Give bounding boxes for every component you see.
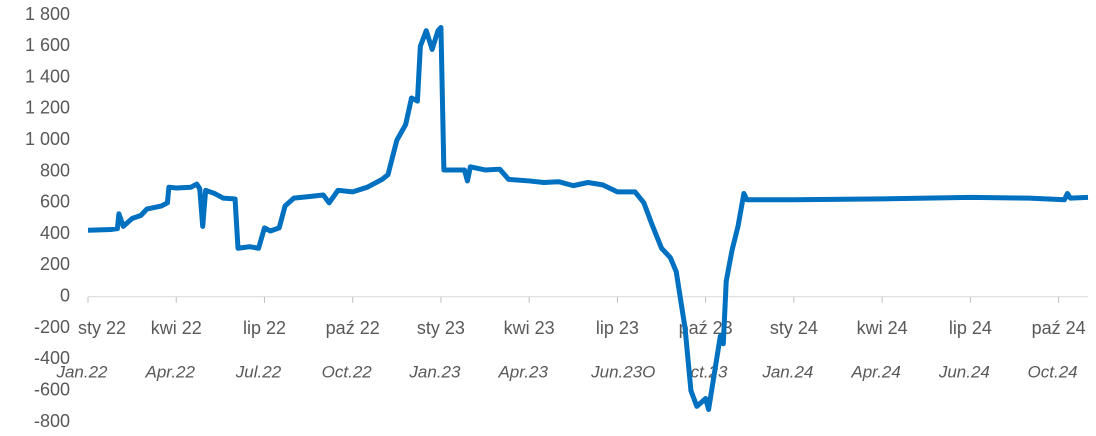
x-tick-label: kwi 23 xyxy=(504,318,555,338)
y-tick-label: 800 xyxy=(40,160,70,180)
x-tick-label: lip 23 xyxy=(596,318,639,338)
y-tick-label: -600 xyxy=(34,379,70,399)
secondary-label: ct.23 xyxy=(691,362,728,381)
y-tick-label: 400 xyxy=(40,223,70,243)
secondary-label: Oct.22 xyxy=(322,362,373,381)
secondary-label: Jan.22 xyxy=(55,362,108,381)
y-tick-label: 1 600 xyxy=(25,35,70,55)
secondary-label: Apr.22 xyxy=(145,362,196,381)
y-tick-label: 1 000 xyxy=(25,129,70,149)
y-tick-label: -800 xyxy=(34,411,70,431)
x-tick-label: paź 22 xyxy=(326,318,380,338)
x-tick-label: paź 23 xyxy=(679,318,733,338)
y-tick-label: 1 400 xyxy=(25,66,70,86)
secondary-label: Jan.24 xyxy=(761,362,813,381)
x-tick-label: lip 24 xyxy=(949,318,992,338)
secondary-label: Jul.22 xyxy=(235,362,282,381)
y-tick-label: 200 xyxy=(40,254,70,274)
secondary-label: Jan.23 xyxy=(408,362,461,381)
y-tick-label: 1 200 xyxy=(25,98,70,118)
x-tick-label: sty 22 xyxy=(78,318,126,338)
secondary-label: Oct.24 xyxy=(1028,362,1078,381)
y-tick-label: 0 xyxy=(60,286,70,306)
y-tick-label: -200 xyxy=(34,317,70,337)
secondary-label: Jun.23O xyxy=(590,362,655,381)
x-tick-label: kwi 22 xyxy=(151,318,202,338)
x-tick-label: paź 24 xyxy=(1032,318,1086,338)
x-tick-label: sty 23 xyxy=(417,318,465,338)
x-tick-label: lip 22 xyxy=(243,318,286,338)
series-line xyxy=(87,25,1089,412)
secondary-label: Jun.24 xyxy=(938,362,990,381)
x-tick-label: sty 24 xyxy=(770,318,818,338)
y-tick-label: 1 800 xyxy=(25,4,70,24)
x-tick-label: kwi 24 xyxy=(857,318,908,338)
secondary-label: Apr.24 xyxy=(850,362,900,381)
secondary-label: Apr.23 xyxy=(497,362,548,381)
y-tick-label: 600 xyxy=(40,192,70,212)
y-tick-label: -400 xyxy=(34,348,70,368)
